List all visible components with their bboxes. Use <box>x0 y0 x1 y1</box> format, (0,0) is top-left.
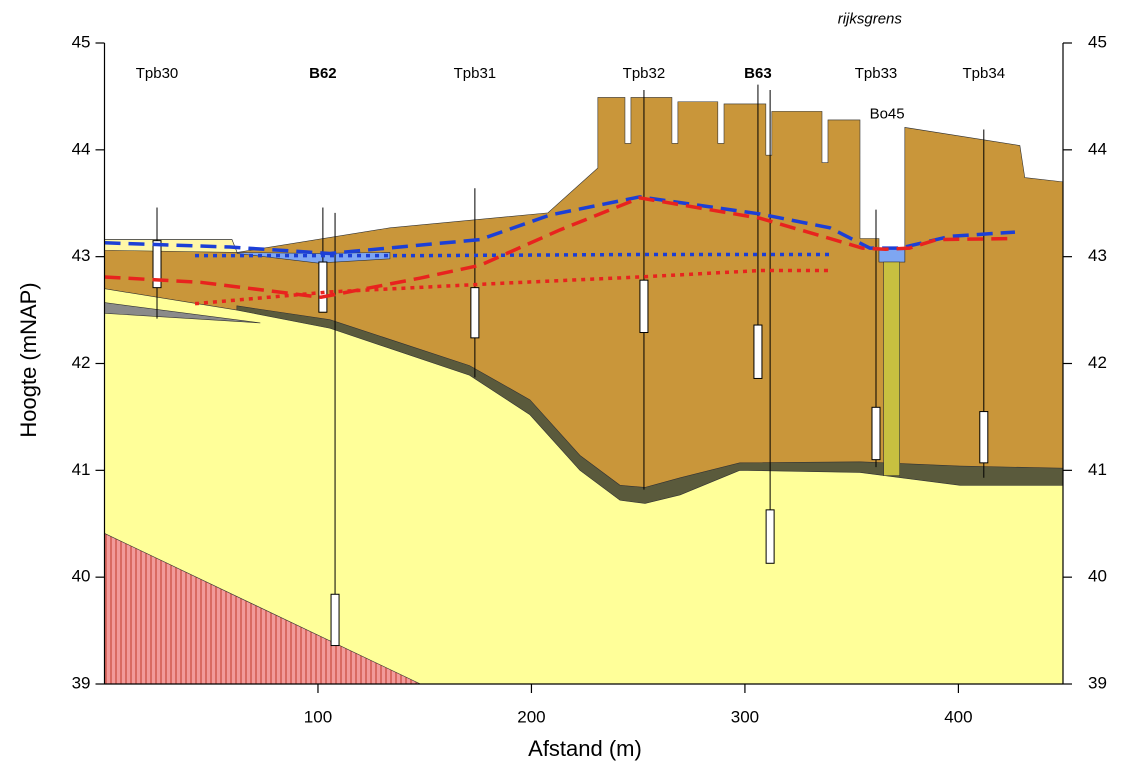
borehole-label: B62 <box>309 65 337 82</box>
y-tick-label: 40 <box>72 567 91 586</box>
borehole-label: Tpb32 <box>623 65 666 82</box>
y2-tick-label: 39 <box>1088 673 1107 692</box>
annotation: rijksgrens <box>838 10 903 27</box>
soil-layer <box>104 302 261 324</box>
water-level-line <box>194 268 830 306</box>
y2-tick-label: 40 <box>1088 567 1107 586</box>
plot-area <box>104 97 1063 684</box>
y2-tick-label: 42 <box>1088 353 1107 372</box>
borehole-label: Tpb30 <box>136 65 179 82</box>
y2-tick-label: 45 <box>1088 32 1107 51</box>
borehole-screen <box>318 261 328 313</box>
y2-tick-label: 44 <box>1088 139 1107 158</box>
borehole-screen <box>470 287 480 339</box>
overlay: Tpb30 B62 Tpb31 Tpb32 B63 Tpb33 Tpb34 rijksgren… <box>72 10 1107 726</box>
x-tick-label: 200 <box>517 707 545 726</box>
borehole-screen <box>753 324 763 379</box>
borehole-screen <box>871 406 881 461</box>
y-tick-label: 42 <box>72 353 91 372</box>
y-tick-label: 43 <box>72 246 91 265</box>
x-axis-title: Afstand (m) <box>528 736 642 761</box>
x-tick-label: 100 <box>304 707 332 726</box>
y-tick-label: 44 <box>72 139 91 158</box>
y-tick-label: 41 <box>72 460 91 479</box>
soil-layer <box>104 239 238 253</box>
borehole-screen <box>639 279 649 334</box>
soil-layer <box>104 533 421 684</box>
soil-layer <box>878 248 906 263</box>
annotation: Bo45 <box>870 106 905 123</box>
water-level-line <box>195 252 830 258</box>
borehole-label: Tpb33 <box>855 65 898 82</box>
x-tick-label: 400 <box>944 707 972 726</box>
borehole-label: B63 <box>744 65 772 82</box>
y-axis-title: Hoogte (mNAP) <box>16 282 41 437</box>
water-level-line <box>104 195 1016 256</box>
borehole-label: Tpb34 <box>963 65 1006 82</box>
y-tick-label: 39 <box>72 673 91 692</box>
y2-tick-label: 43 <box>1088 246 1107 265</box>
borehole-screen <box>330 593 340 647</box>
x-tick-label: 300 <box>731 707 759 726</box>
y2-tick-label: 41 <box>1088 460 1107 479</box>
borehole-screen <box>979 411 989 464</box>
borehole-screen <box>152 240 162 289</box>
soil-layer <box>883 261 900 476</box>
water-level-line <box>104 196 1015 300</box>
borehole-label: Tpb31 <box>454 65 497 82</box>
y-tick-label: 45 <box>72 32 91 51</box>
borehole-screen <box>765 509 775 564</box>
